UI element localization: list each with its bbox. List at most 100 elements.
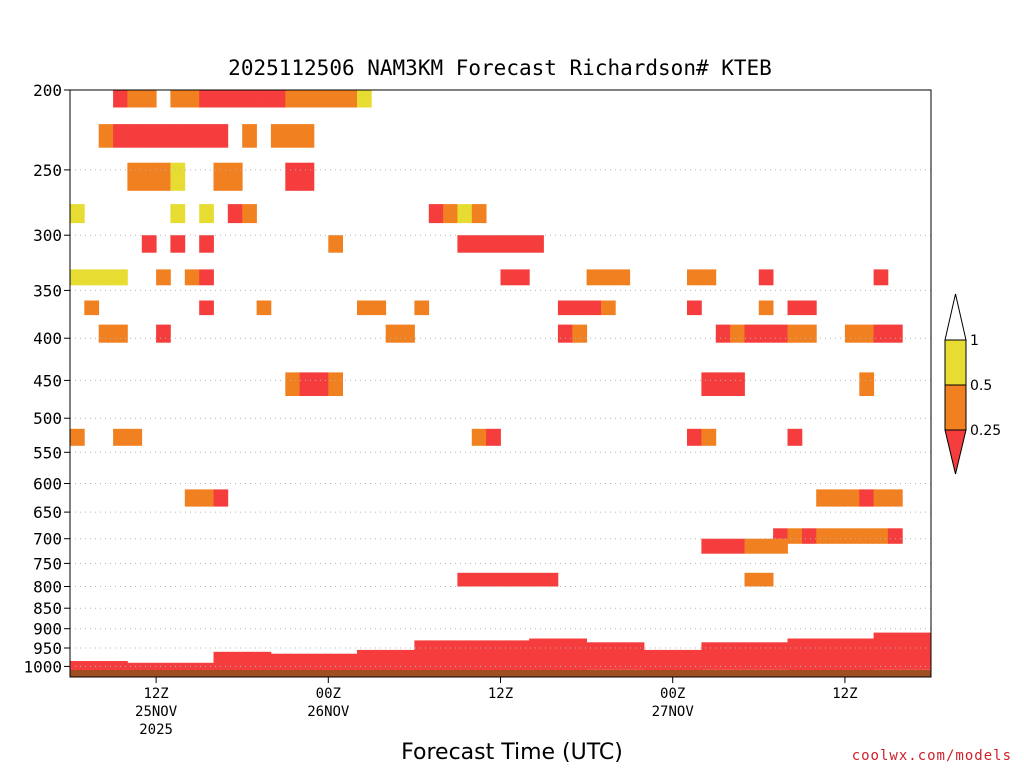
ri-cell bbox=[500, 235, 516, 253]
ri-cell bbox=[873, 489, 889, 507]
colorbar-yellow bbox=[944, 339, 967, 386]
ri-cell bbox=[414, 300, 430, 316]
ri-cell bbox=[242, 204, 257, 224]
y-tick-label: 550 bbox=[33, 443, 62, 462]
ri-cell bbox=[859, 489, 875, 507]
ri-cell bbox=[227, 162, 243, 191]
ri-cell bbox=[199, 269, 214, 286]
ri-cell bbox=[156, 324, 171, 343]
ri-cell bbox=[457, 204, 473, 224]
colorbar-label-025: 0.25 bbox=[970, 423, 1001, 439]
y-tick-label: 850 bbox=[33, 599, 62, 618]
ri-cell bbox=[127, 124, 143, 148]
ri-cell bbox=[242, 90, 257, 108]
ri-cell bbox=[758, 572, 774, 587]
ri-cell bbox=[787, 300, 803, 316]
richardson-cells bbox=[70, 90, 903, 587]
ri-cell bbox=[758, 269, 774, 286]
ri-cell bbox=[285, 162, 301, 191]
ri-cell bbox=[543, 572, 559, 587]
ri-cell bbox=[514, 572, 530, 587]
boundary-layer-segment bbox=[213, 651, 272, 670]
y-tick-label: 350 bbox=[33, 281, 62, 300]
ri-cell bbox=[601, 269, 616, 286]
plot-background bbox=[70, 90, 931, 677]
ri-cell bbox=[486, 428, 501, 446]
x-axis: 12Z 25NOV 2025 00Z 26NOV 12Z 00Z 27NOV 12Z bbox=[135, 677, 858, 738]
x-tick-label: 00Z bbox=[660, 686, 685, 702]
ri-cell bbox=[285, 90, 301, 108]
ri-cell bbox=[127, 428, 143, 446]
ri-cell bbox=[70, 269, 85, 286]
ri-cell bbox=[801, 528, 817, 544]
ri-cell bbox=[299, 90, 315, 108]
ri-cell bbox=[500, 269, 516, 286]
boundary-layer-segment bbox=[70, 661, 128, 670]
ri-cell bbox=[701, 428, 717, 446]
ri-cell bbox=[156, 162, 171, 191]
ri-cell bbox=[486, 572, 501, 587]
ri-cell bbox=[400, 324, 415, 343]
boundary-layer-segment bbox=[701, 642, 788, 670]
ri-cell bbox=[270, 124, 286, 148]
colorbar-max-arrow bbox=[944, 293, 967, 341]
boundary-layer-segment bbox=[586, 642, 645, 670]
ri-cell bbox=[601, 300, 616, 316]
ri-cell bbox=[529, 572, 544, 587]
ri-cell bbox=[758, 300, 774, 316]
ri-cell bbox=[371, 300, 387, 316]
ri-cell bbox=[285, 372, 301, 396]
ri-cell bbox=[299, 372, 315, 396]
ri-cell bbox=[84, 269, 100, 286]
y-tick-label: 800 bbox=[33, 578, 62, 597]
ri-cell bbox=[744, 324, 760, 343]
boundary-layer-segment bbox=[529, 638, 587, 670]
ri-cell bbox=[213, 124, 229, 148]
ri-cell bbox=[98, 124, 114, 148]
plot-frame bbox=[69, 89, 932, 678]
ri-cell bbox=[70, 428, 85, 446]
x-tick-label: 12Z bbox=[832, 686, 857, 702]
ri-cell bbox=[227, 90, 243, 108]
ri-cell bbox=[127, 162, 143, 191]
boundary-layer bbox=[70, 632, 932, 677]
ri-cell bbox=[701, 372, 717, 396]
ri-cell bbox=[385, 324, 401, 343]
ri-cell bbox=[227, 204, 243, 224]
ri-cell bbox=[730, 324, 745, 343]
ri-cell bbox=[471, 428, 487, 446]
boundary-layer-segment bbox=[644, 649, 702, 670]
plot-area bbox=[70, 90, 931, 677]
ri-cell bbox=[773, 324, 788, 343]
ri-cell bbox=[98, 269, 114, 286]
ri-cell bbox=[887, 528, 903, 544]
ri-cell bbox=[701, 538, 717, 554]
y-tick-label: 250 bbox=[33, 161, 62, 180]
credit-text: coolwx.com/models bbox=[852, 748, 1012, 764]
ri-cell bbox=[285, 124, 301, 148]
ri-cell bbox=[557, 324, 573, 343]
y-tick-label: 1000 bbox=[23, 657, 62, 676]
ri-cell bbox=[801, 324, 817, 343]
ri-cell bbox=[787, 428, 803, 446]
x-tick-label: 25NOV bbox=[135, 704, 178, 720]
ri-cell bbox=[141, 162, 157, 191]
ri-cell bbox=[715, 372, 731, 396]
ri-cell bbox=[270, 90, 286, 108]
ri-cell bbox=[830, 489, 846, 507]
ri-cell bbox=[830, 528, 846, 544]
y-tick-label: 950 bbox=[33, 639, 62, 658]
ri-cell bbox=[457, 235, 473, 253]
colorbar-legend: 1 0.5 0.25 bbox=[944, 293, 1001, 475]
ri-cell bbox=[242, 124, 257, 148]
colorbar-label-05: 0.5 bbox=[970, 378, 992, 394]
ri-cell bbox=[213, 162, 229, 191]
ri-cell bbox=[113, 324, 128, 343]
x-tick-label: 2025 bbox=[139, 722, 173, 738]
ri-cell bbox=[859, 528, 875, 544]
x-tick-label: 12Z bbox=[143, 686, 168, 702]
ri-cell bbox=[744, 572, 760, 587]
ri-cell bbox=[342, 90, 358, 108]
ri-cell bbox=[687, 269, 702, 286]
